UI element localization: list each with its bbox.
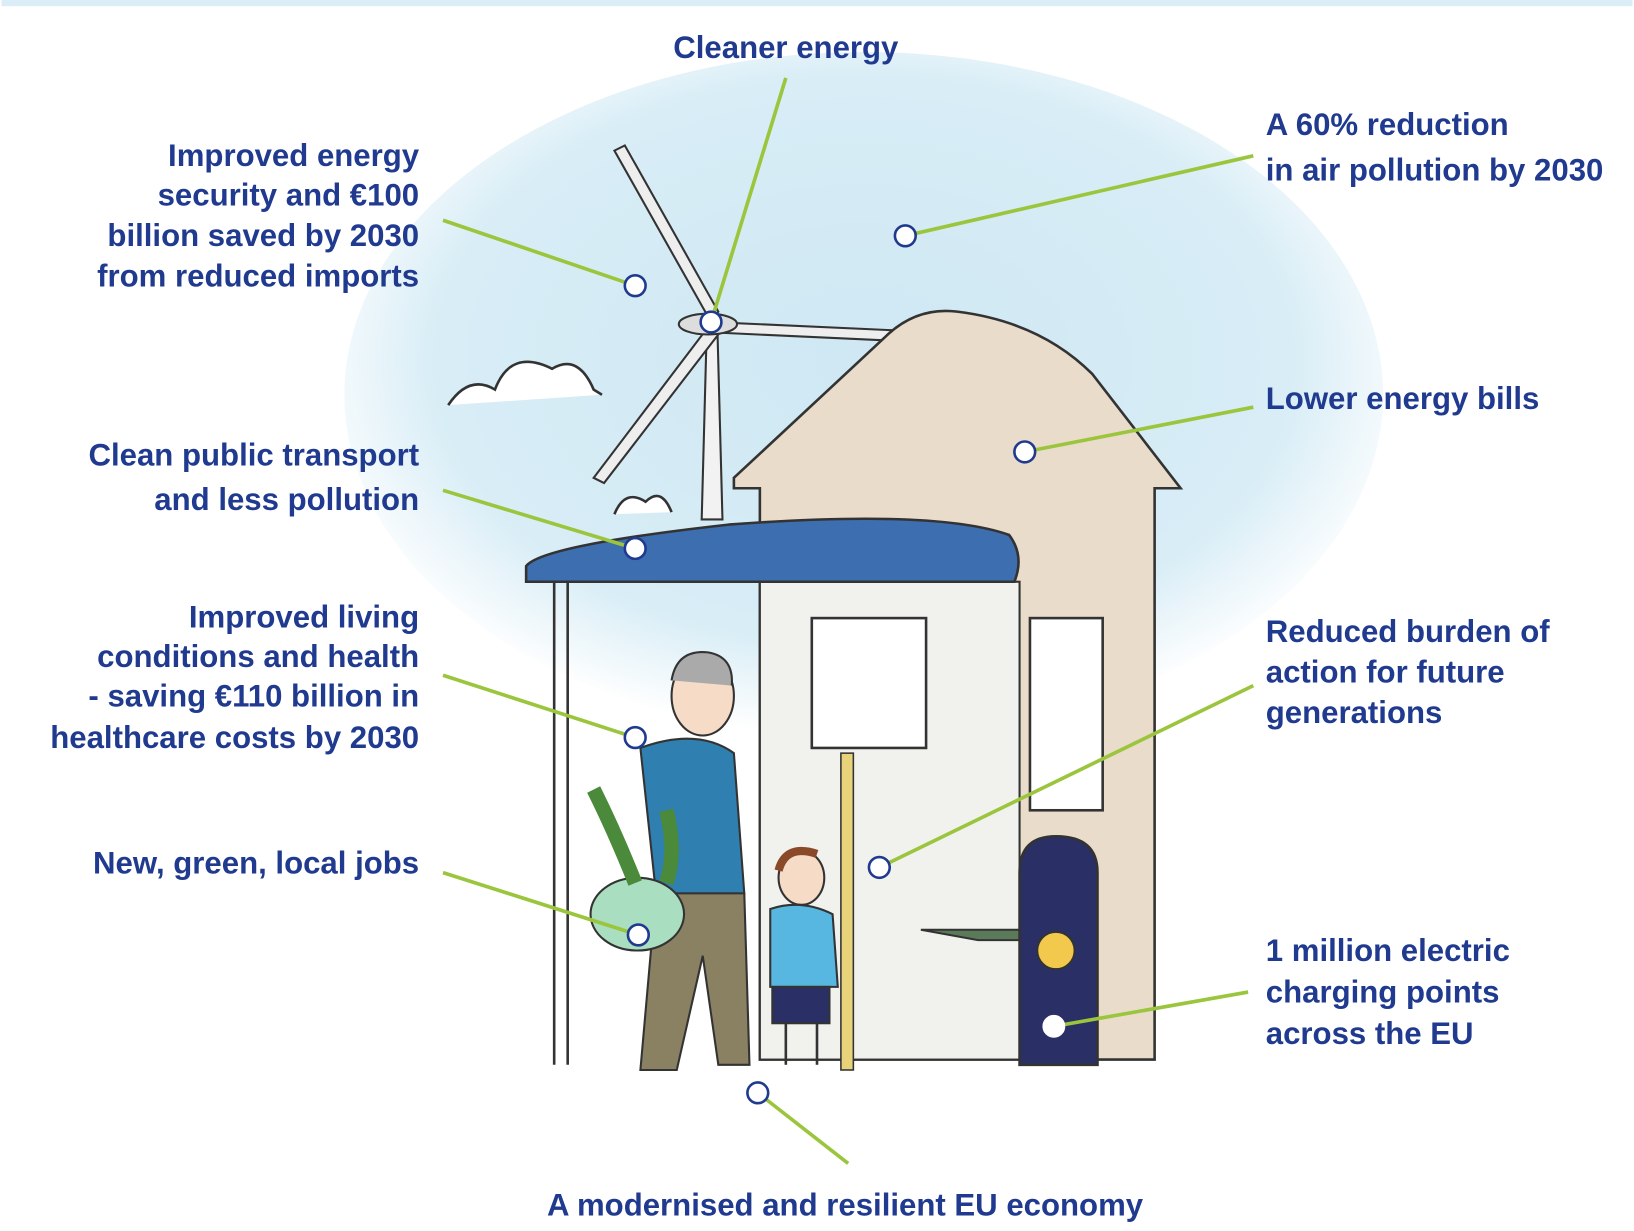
callout-text: Cleaner energy bbox=[673, 30, 899, 65]
callout-text: generations bbox=[1266, 695, 1443, 730]
callout-text: healthcare costs by 2030 bbox=[50, 720, 419, 755]
callout-text: A 60% reduction bbox=[1266, 107, 1509, 142]
callout-text: conditions and health bbox=[97, 639, 419, 674]
callout-text: in air pollution by 2030 bbox=[1266, 153, 1604, 188]
callout-text: - saving €110 billion in bbox=[88, 678, 419, 713]
callout-text: 1 million electric bbox=[1266, 933, 1510, 968]
callout-text: Lower energy bills bbox=[1266, 381, 1540, 416]
callout-text: and less pollution bbox=[154, 482, 419, 517]
callout-text: billion saved by 2030 bbox=[107, 218, 419, 253]
callout-text: action for future bbox=[1266, 654, 1505, 689]
callout-text: A modernised and resilient EU economy bbox=[547, 1187, 1144, 1222]
callout-text: Clean public transport bbox=[88, 437, 419, 472]
infographic: Cleaner energy Improved energy security … bbox=[0, 0, 1634, 1231]
callout-text: Improved living bbox=[189, 599, 419, 634]
window bbox=[1030, 618, 1103, 810]
callout-text: security and €100 bbox=[158, 178, 420, 213]
charger-icon bbox=[1037, 932, 1074, 969]
top-strip bbox=[2, 0, 1633, 6]
page: Cleaner energy Improved energy security … bbox=[0, 0, 1634, 1231]
callout-text: from reduced imports bbox=[97, 259, 419, 294]
pole bbox=[841, 753, 853, 1070]
window bbox=[812, 618, 926, 748]
callout-text: Reduced burden of bbox=[1266, 614, 1550, 649]
man bbox=[591, 652, 750, 1070]
callout-text: charging points bbox=[1266, 974, 1500, 1009]
callout-text: New, green, local jobs bbox=[93, 846, 419, 881]
callout-text: across the EU bbox=[1266, 1016, 1474, 1051]
callout-text: Improved energy bbox=[168, 138, 420, 173]
